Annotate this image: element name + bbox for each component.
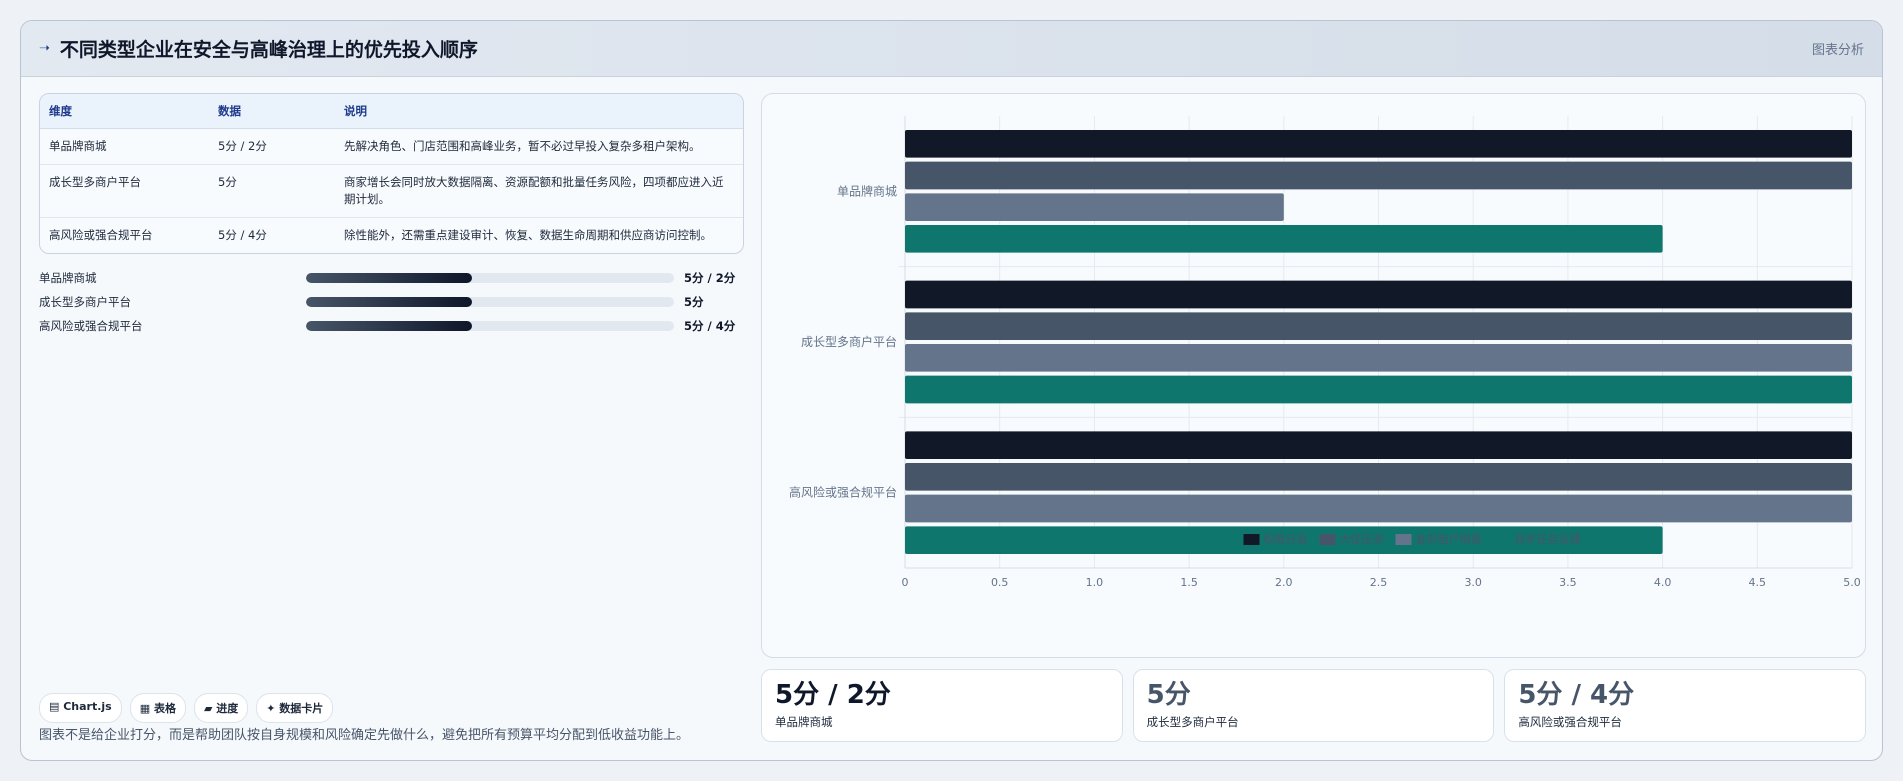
- table-cell-description: 先解决角色、门店范围和高峰业务，暂不必过早投入复杂多租户架构。: [335, 128, 743, 165]
- progress-label: 单品牌商城: [39, 271, 97, 285]
- x-tick-label: 1.0: [1086, 576, 1104, 589]
- kpi-label: 成长型多商户平台: [1146, 715, 1239, 729]
- table-header-row: 维度 数据 说明: [40, 94, 743, 129]
- kpi-value: 5分 / 2分: [775, 680, 891, 710]
- x-tick-label: 4.5: [1749, 576, 1767, 589]
- x-tick-label: 0.5: [991, 576, 1009, 589]
- bar: [905, 431, 1852, 459]
- progress-fill: [306, 297, 472, 307]
- chart-card: ➝ 不同类型企业在安全与高峰治理上的优先投入顺序 图表分析 维度 数据 说明 单…: [20, 20, 1883, 761]
- progress-label: 成长型多商户平台: [39, 295, 131, 309]
- bar: [905, 161, 1852, 190]
- chip-progress[interactable]: ▰ 进度: [193, 693, 249, 723]
- progress-value: 5分: [684, 295, 704, 309]
- progress-track: [306, 321, 674, 331]
- data-table: 维度 数据 说明 单品牌商城 5分 / 2分 先解决角色、门店范围和高峰业务，暂…: [39, 93, 744, 254]
- table-cell-description: 除性能外，还需重点建设审计、恢复、数据生命周期和供应商访问控制。: [344, 228, 712, 242]
- table-header-description: 说明: [335, 94, 743, 129]
- kpi-row: 5分 / 2分 单品牌商城 5分 成长型多商户平台 5分 / 4分 高风险或强合…: [761, 669, 1867, 742]
- kpi-label: 高风险或强合规平台: [1518, 715, 1622, 729]
- bar: [905, 344, 1852, 372]
- footnote: 图表不是给企业打分，而是帮助团队按自身规模和风险确定先做什么，避免把所有预算平均…: [39, 728, 690, 743]
- bar: [905, 463, 1852, 491]
- progress-track: [306, 273, 674, 283]
- chip-row: ▤ Chart.js ▦ 表格 ▰ 进度 ✦ 数据卡片: [39, 693, 334, 723]
- progress-fill: [306, 321, 472, 331]
- progress-list: 单品牌商城 5分 / 2分 成长型多商户平台 5分 高风险或强合规平台 5分 /…: [39, 266, 744, 338]
- bar: [905, 225, 1663, 253]
- legend-swatch: [1494, 534, 1511, 545]
- x-tick-label: 1.5: [1180, 576, 1198, 589]
- kpi-card: 5分 / 2分 单品牌商城: [761, 669, 1123, 742]
- kpi-card: 5分 成长型多商户平台: [1132, 669, 1495, 742]
- progress-track: [306, 297, 674, 307]
- table-row: 单品牌商城 5分 / 2分 先解决角色、门店范围和高峰业务，暂不必过早投入复杂多…: [40, 128, 743, 165]
- chip-chartjs[interactable]: ▤ Chart.js: [39, 693, 122, 723]
- table-cell-dimension: 成长型多商户平台: [40, 164, 209, 218]
- table-header-data: 数据: [209, 94, 335, 129]
- progress-fill: [306, 273, 472, 283]
- kpi-value: 5分 / 4分: [1518, 680, 1635, 710]
- table-cell-data: 5分 / 4分: [218, 228, 267, 242]
- table-row: 高风险或强合规平台 5分 / 4分 除性能外，还需重点建设审计、恢复、数据生命周…: [40, 218, 743, 254]
- chart-analysis-link[interactable]: 图表分析: [1811, 43, 1864, 58]
- x-tick-label: 0: [902, 576, 909, 589]
- left-panel: 维度 数据 说明 单品牌商城 5分 / 2分 先解决角色、门店范围和高峰业务，暂…: [39, 93, 744, 743]
- progress-row: 高风险或强合规平台 5分 / 4分: [39, 314, 744, 338]
- table-row: 成长型多商户平台 5分 商家增长会同时放大数据隔离、资源配额和批量任务风险，四项…: [40, 164, 743, 218]
- x-tick-label: 3.0: [1464, 576, 1482, 589]
- x-tick-label: 3.5: [1559, 576, 1577, 589]
- x-tick-label: 4.0: [1654, 576, 1672, 589]
- bar: [905, 312, 1852, 340]
- bar: [905, 375, 1852, 404]
- legend-swatch: [1243, 534, 1260, 545]
- chip-data-cards[interactable]: ✦ 数据卡片: [256, 693, 334, 723]
- y-tick-label: 成长型多商户平台: [801, 334, 897, 349]
- table-header-dimension: 维度: [40, 94, 209, 129]
- x-tick-label: 2.0: [1275, 576, 1293, 589]
- table-cell-dimension: 单品牌商城: [40, 128, 209, 165]
- legend-swatch: [1319, 534, 1336, 545]
- kpi-label: 单品牌商城: [775, 715, 833, 729]
- y-tick-label: 高风险或强合规平台: [789, 485, 897, 500]
- table-cell-data: 5分 / 2分: [209, 128, 335, 165]
- bar-chart: 0 0.5 1.0 1.5 2.0 2.5 3.0 3.5 4.0 4.5 5.0 单品牌商城成长型多…: [789, 116, 1861, 589]
- x-tick-label: 5.0: [1843, 576, 1861, 589]
- chip-table[interactable]: ▦ 表格: [129, 693, 186, 723]
- chart-panel: 0 0.5 1.0 1.5 2.0 2.5 3.0 3.5 4.0 4.5 5.0 单品牌商城成长型多…: [761, 93, 1866, 658]
- x-tick-label: 2.5: [1370, 576, 1388, 589]
- title-wrap: ➝ 不同类型企业在安全与高峰治理上的优先投入顺序: [39, 35, 478, 62]
- kpi-card: 5分 / 4分 高风险或强合规平台: [1504, 669, 1867, 742]
- progress-label: 高风险或强合规平台: [39, 319, 143, 333]
- y-tick-label: 单品牌商城: [837, 183, 897, 198]
- bar: [905, 193, 1284, 221]
- legend-label: 大促压测: [1340, 532, 1384, 546]
- bar: [905, 526, 1663, 554]
- kpi-value: 5分: [1146, 680, 1191, 710]
- legend-label: 异步任务治理: [1515, 532, 1581, 546]
- page-title: 不同类型企业在安全与高峰治理上的优先投入顺序: [59, 39, 478, 61]
- bar: [905, 280, 1852, 309]
- legend-label: 权限分层: [1264, 533, 1308, 546]
- table-cell-data: 5分: [209, 164, 335, 218]
- progress-value: 5分 / 2分: [684, 271, 736, 285]
- bar: [905, 494, 1852, 523]
- table-cell-description: 商家增长会同时放大数据隔离、资源配额和批量任务风险，四项都应进入近期计划。: [335, 164, 743, 218]
- card-header: ➝ 不同类型企业在安全与高峰治理上的优先投入顺序 图表分析: [21, 21, 1882, 77]
- bar: [905, 130, 1852, 158]
- arrow-icon: ➝: [39, 41, 50, 56]
- legend-label: 复杂租户隔离: [1416, 532, 1482, 546]
- progress-row: 成长型多商户平台 5分: [39, 290, 744, 314]
- progress-row: 单品牌商城 5分 / 2分: [39, 266, 744, 290]
- table-cell-dimension: 高风险或强合规平台: [49, 228, 153, 242]
- legend-swatch: [1395, 534, 1412, 545]
- progress-value: 5分 / 4分: [684, 319, 736, 333]
